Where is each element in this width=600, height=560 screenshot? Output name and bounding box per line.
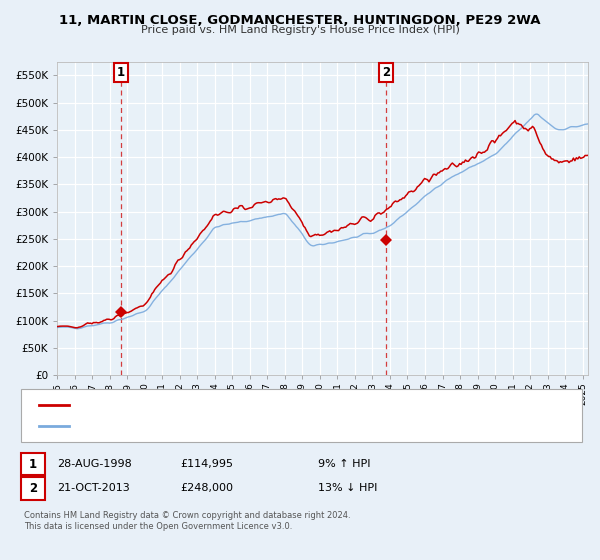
Text: 11, MARTIN CLOSE, GODMANCHESTER, HUNTINGDON, PE29 2WA (detached house): 11, MARTIN CLOSE, GODMANCHESTER, HUNTING… (75, 401, 468, 410)
Text: 21-OCT-2013: 21-OCT-2013 (57, 483, 130, 493)
Text: 1: 1 (29, 458, 37, 471)
Text: 13% ↓ HPI: 13% ↓ HPI (318, 483, 377, 493)
Text: Contains HM Land Registry data © Crown copyright and database right 2024.: Contains HM Land Registry data © Crown c… (24, 511, 350, 520)
Text: Price paid vs. HM Land Registry's House Price Index (HPI): Price paid vs. HM Land Registry's House … (140, 25, 460, 35)
Text: £248,000: £248,000 (180, 483, 233, 493)
Text: 2: 2 (382, 66, 391, 78)
Text: £114,995: £114,995 (180, 459, 233, 469)
Text: 11, MARTIN CLOSE, GODMANCHESTER, HUNTINGDON, PE29 2WA: 11, MARTIN CLOSE, GODMANCHESTER, HUNTING… (59, 14, 541, 27)
Text: 9% ↑ HPI: 9% ↑ HPI (318, 459, 371, 469)
Text: This data is licensed under the Open Government Licence v3.0.: This data is licensed under the Open Gov… (24, 522, 292, 531)
Text: 1: 1 (117, 66, 125, 78)
Text: HPI: Average price, detached house, Huntingdonshire: HPI: Average price, detached house, Hunt… (75, 422, 329, 431)
Text: 28-AUG-1998: 28-AUG-1998 (57, 459, 132, 469)
Text: 2: 2 (29, 482, 37, 495)
